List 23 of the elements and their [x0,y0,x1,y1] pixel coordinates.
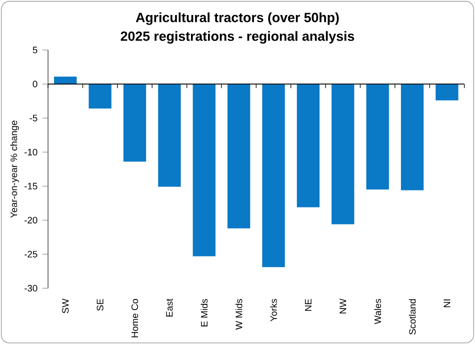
x-tick-label: NE [305,298,312,311]
x-tick-label: Home Co [131,298,138,338]
x-tick-label: SE [96,298,104,311]
y-tick-label: -5 [30,114,38,122]
y-axis-title: Year-on-year % change [10,120,19,218]
x-tick-label: NW [340,298,346,314]
x-tick-label: East [166,298,173,316]
x-tick-label: E Mids [200,298,208,326]
x-tick-label: Scotland [408,299,416,334]
chart-title: Agricultural tractors (over 50hp) [136,12,339,25]
x-tick-label: SW [62,298,69,314]
y-tick-label: -10 [24,148,38,156]
y-tick-label: 0 [32,80,38,88]
y-tick-label: -30 [24,284,38,292]
x-tick-label: Yorks [270,298,277,322]
y-tick-label: -15 [24,182,38,190]
y-tick-label: 5 [32,46,38,54]
x-tick-label: NI [444,299,450,308]
x-tick-label: Wales [374,298,382,324]
chart-subtitle: 2025 registrations - regional analysis [120,31,354,44]
y-tick-label: -25 [24,250,38,258]
x-tick-label: W Mids [235,298,242,330]
y-tick-label: -20 [24,216,38,224]
